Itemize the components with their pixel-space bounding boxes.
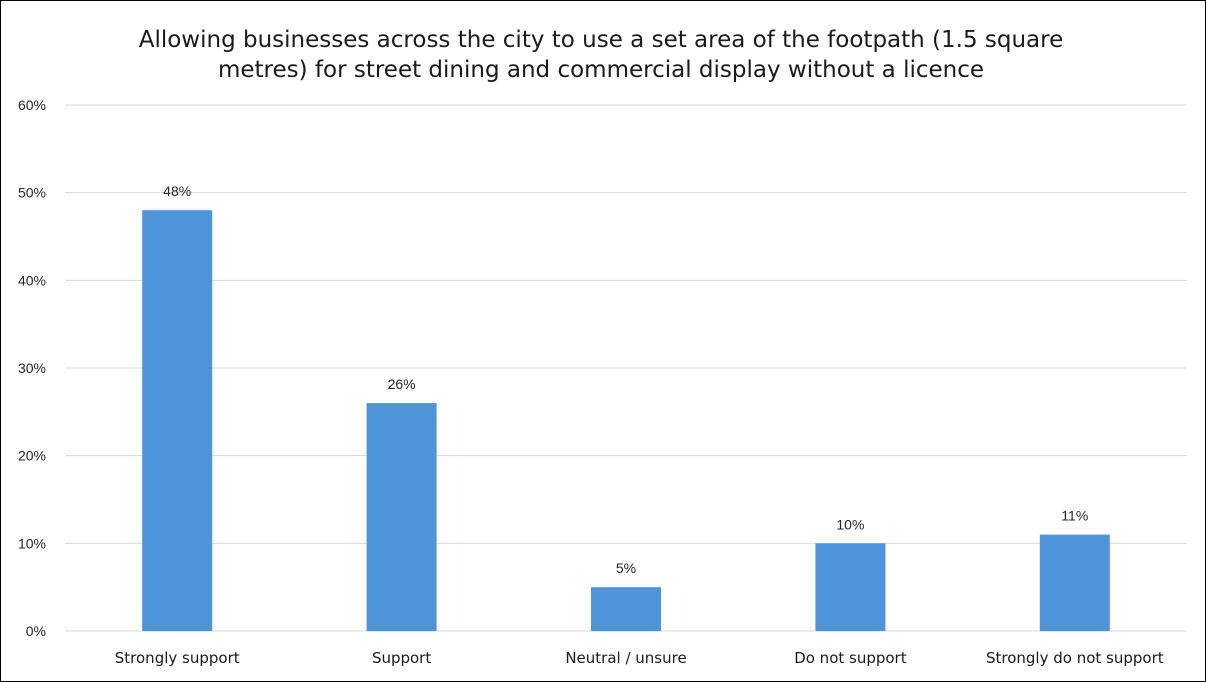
- bar: [815, 543, 886, 631]
- y-tick-label: 40%: [18, 272, 46, 288]
- category-label: Do not support: [794, 649, 907, 667]
- y-tick-label: 20%: [18, 448, 46, 464]
- y-tick-label: 10%: [18, 535, 46, 551]
- category-label: Strongly support: [115, 649, 240, 667]
- category-label: Strongly do not support: [986, 649, 1164, 667]
- y-tick-label: 50%: [18, 185, 46, 201]
- data-label: 11%: [1061, 508, 1088, 524]
- y-tick-label: 30%: [18, 360, 46, 376]
- bar: [1039, 534, 1110, 631]
- y-tick-label: 0%: [26, 623, 46, 639]
- chart-title: Allowing businesses across the city to u…: [138, 27, 1064, 83]
- bar: [142, 210, 213, 631]
- data-label: 5%: [616, 560, 636, 576]
- data-label: 26%: [388, 376, 416, 392]
- bar: [366, 403, 437, 631]
- category-label: Neutral / unsure: [565, 649, 686, 667]
- bar: [591, 587, 661, 631]
- data-label: 48%: [163, 183, 191, 199]
- category-label: Support: [372, 649, 431, 667]
- y-tick-label: 60%: [18, 97, 46, 113]
- data-label: 10%: [836, 516, 864, 532]
